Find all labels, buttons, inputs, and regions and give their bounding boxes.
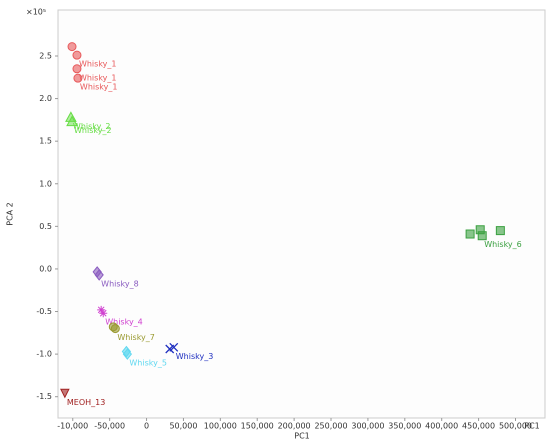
point	[73, 73, 83, 83]
point	[72, 50, 82, 60]
x-tick-label: 0	[144, 422, 149, 431]
point-label: Whisky_8	[101, 279, 139, 288]
y-multiplier: ×10⁵	[26, 8, 46, 17]
point-label: Whisky_5	[129, 359, 167, 368]
x-tick-label: 350,000	[388, 422, 421, 431]
x-tick-label: 300,000	[351, 422, 384, 431]
y-tick-label: 0.0	[39, 264, 52, 273]
point	[465, 229, 475, 239]
x-tick-label: 150,000	[241, 422, 274, 431]
plot-area	[57, 9, 546, 419]
x-axis-end-label: PC1	[524, 422, 540, 431]
y-tick-label: 2.5	[39, 51, 52, 60]
y-tick-label: 1.5	[39, 137, 52, 146]
y-tick-label: 0.5	[39, 222, 52, 231]
point-label: Whisky_4	[105, 318, 143, 327]
x-tick-label: 50,000	[169, 422, 197, 431]
y-tick-label: -1.0	[36, 350, 52, 359]
point	[97, 305, 106, 314]
x-axis-label: PC1	[294, 432, 310, 441]
x-tick-label: -50,000	[94, 422, 125, 431]
point	[110, 324, 120, 334]
x-tick-label: 200,000	[278, 422, 311, 431]
point	[122, 348, 133, 360]
x-tick-label: 450,000	[462, 422, 495, 431]
point-label: Whisky_2	[74, 126, 112, 135]
point-label: Whisky_3	[176, 352, 214, 361]
point-label: Whisky_2	[73, 122, 111, 131]
x-tick-label: 250,000	[314, 422, 347, 431]
y-tick-label: 2.0	[39, 94, 52, 103]
y-tick-label: -0.5	[36, 307, 52, 316]
x-tick-label: 500,000	[499, 422, 532, 431]
point	[66, 115, 78, 127]
point	[72, 64, 82, 74]
point	[477, 231, 487, 241]
point	[67, 42, 77, 52]
x-tick-label: 400,000	[425, 422, 458, 431]
point	[169, 342, 179, 352]
y-tick-label: -1.5	[36, 392, 52, 401]
point-label: Whisky_1	[79, 60, 117, 69]
point	[99, 309, 108, 318]
point-label: Whisky_6	[484, 240, 522, 249]
point-label: Whisky_1	[80, 83, 118, 92]
point	[495, 226, 505, 236]
y-tick-label: 1.0	[39, 179, 52, 188]
point-label: Whisky_7	[117, 333, 155, 342]
point	[60, 388, 70, 399]
point-label: Whisky_1	[79, 73, 117, 82]
point	[94, 269, 104, 281]
point-label: MEOH_13	[67, 398, 105, 407]
x-tick-label: 100,000	[204, 422, 237, 431]
y-axis-label: PCA 2	[6, 202, 15, 226]
x-tick-label: -10,000	[57, 422, 88, 431]
